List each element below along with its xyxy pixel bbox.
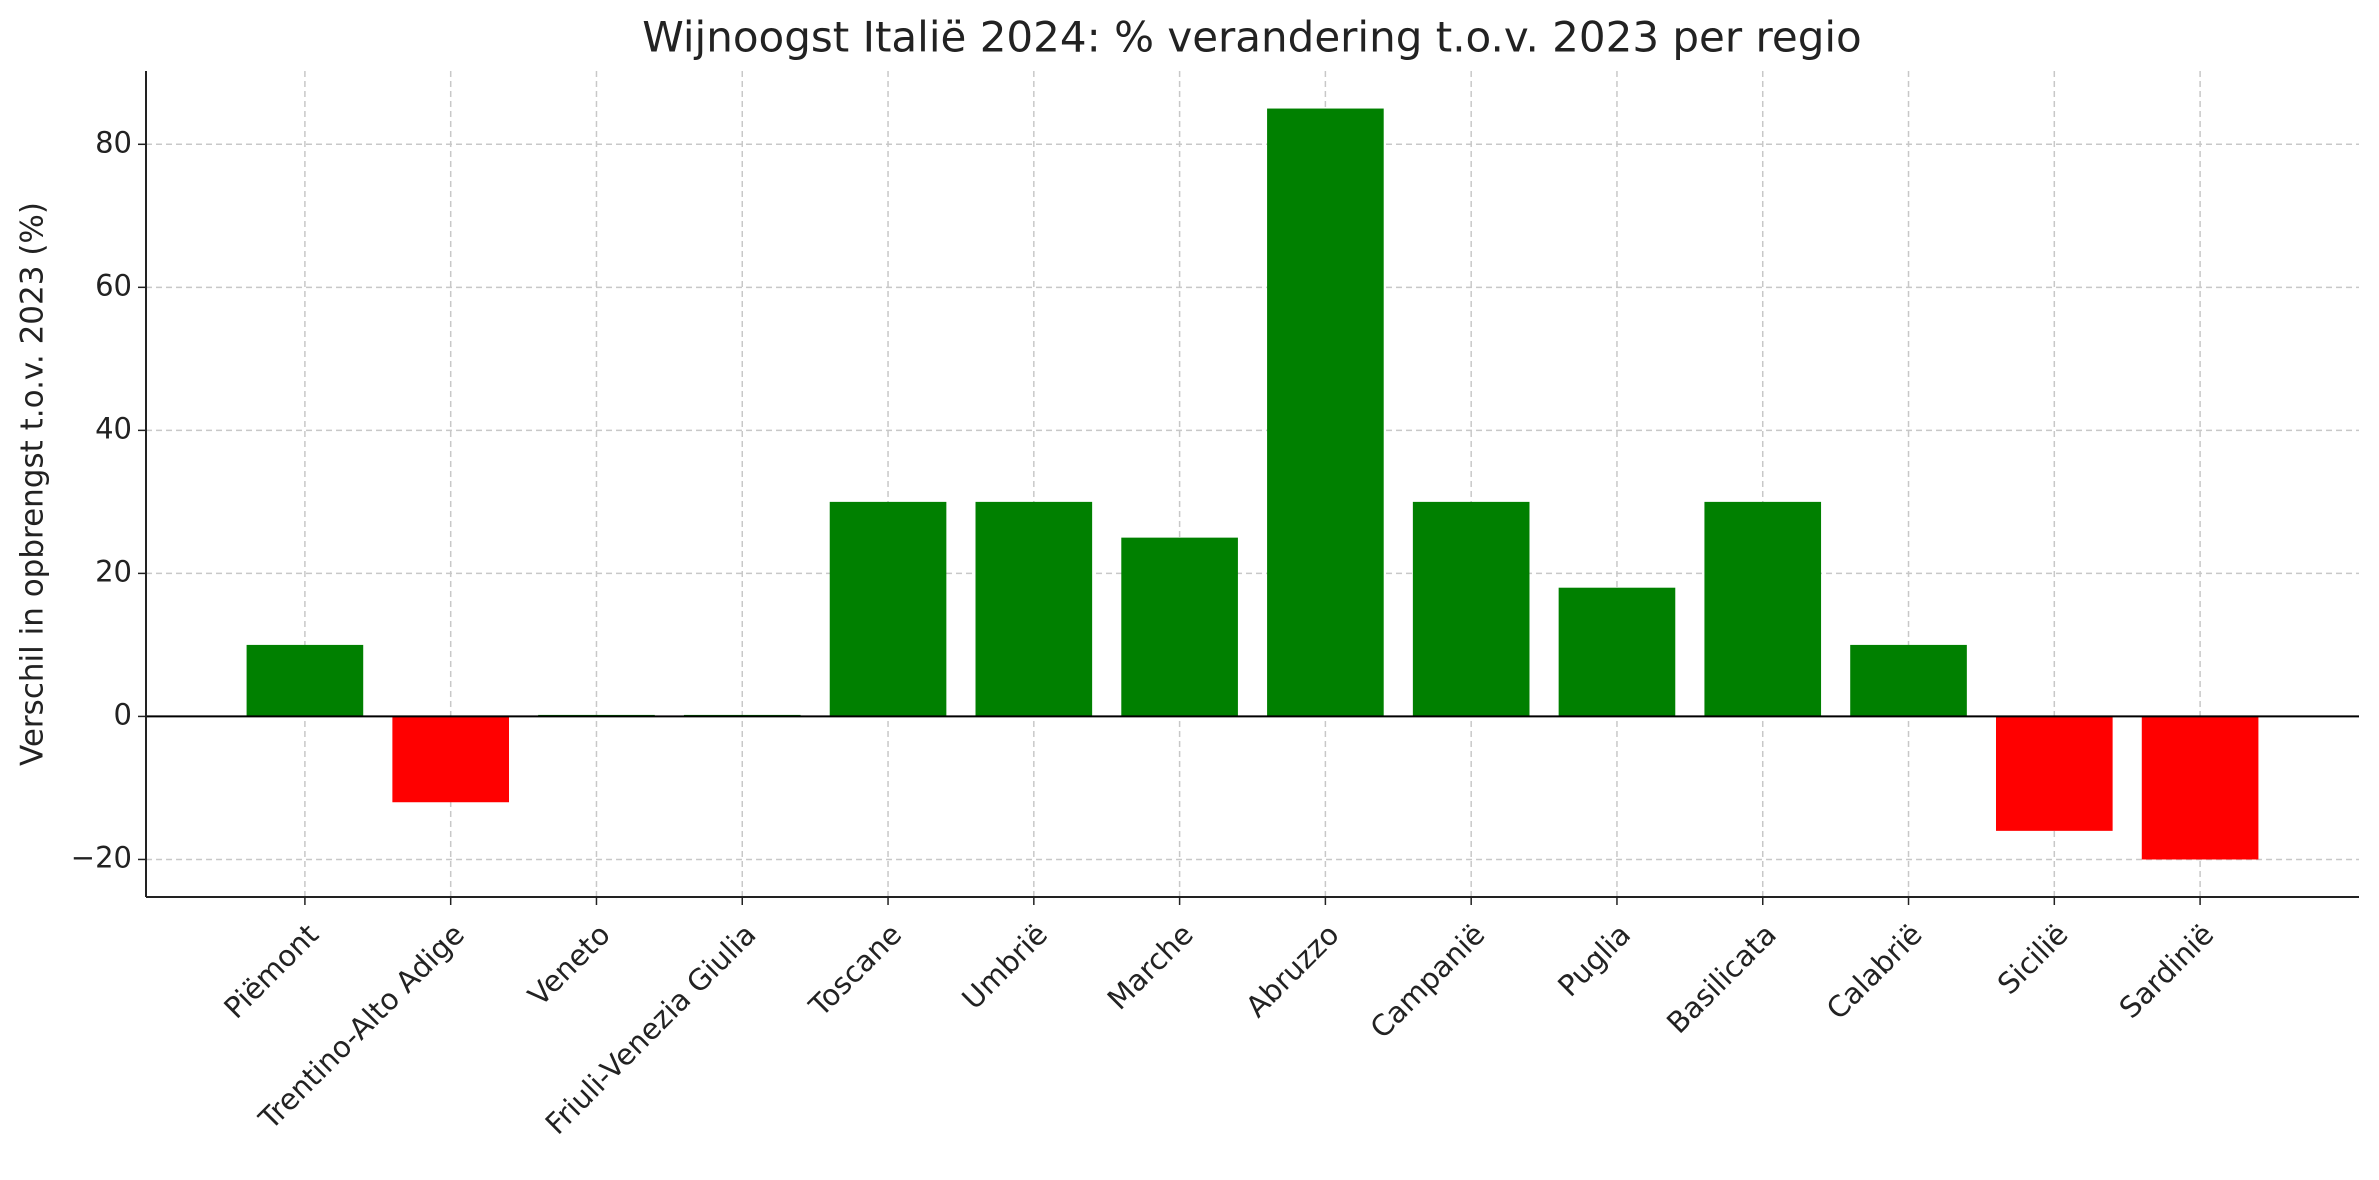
x-tick-label: Umbrië (955, 917, 1054, 1016)
y-tick-label: 80 (95, 125, 132, 159)
bar (1704, 501, 1822, 717)
bar (1121, 537, 1238, 717)
x-tick-label: Sardinië (2113, 917, 2221, 1025)
bar (1995, 716, 2113, 831)
y-tick-label: 40 (95, 411, 132, 445)
x-tick-label: Puglia (1551, 917, 1637, 1003)
x-tick-label: Basilicata (1660, 917, 1783, 1040)
bar (1267, 108, 1384, 717)
x-tick-label: Abruzzo (1239, 917, 1346, 1024)
bar (2141, 716, 2259, 860)
y-tick-label: −20 (71, 840, 132, 874)
y-tick-label: 60 (95, 268, 132, 302)
x-tick-label: Marche (1101, 917, 1200, 1016)
y-tick-label: 0 (114, 697, 132, 731)
bar (246, 644, 364, 717)
x-tick-label: Toscane (802, 917, 908, 1023)
bar (975, 501, 1093, 717)
x-tick-label: Campanië (1364, 917, 1492, 1045)
y-axis-label: Verschil in opbrengst t.o.v. 2023 (%) (15, 202, 51, 766)
x-tick-label: Piëmont (217, 917, 325, 1025)
bar (1412, 501, 1530, 717)
chart-title: Wijnoogst Italië 2024: % verandering t.o… (642, 13, 1861, 62)
bar (1850, 644, 1967, 717)
y-tick-label: 20 (95, 554, 132, 588)
x-tick-label: Sicilië (1991, 917, 2075, 1001)
bar (392, 716, 510, 803)
bar (829, 501, 947, 717)
x-tick-label: Veneto (521, 917, 616, 1012)
x-tick-label: Calabrië (1820, 917, 1929, 1026)
bar (1558, 587, 1676, 717)
